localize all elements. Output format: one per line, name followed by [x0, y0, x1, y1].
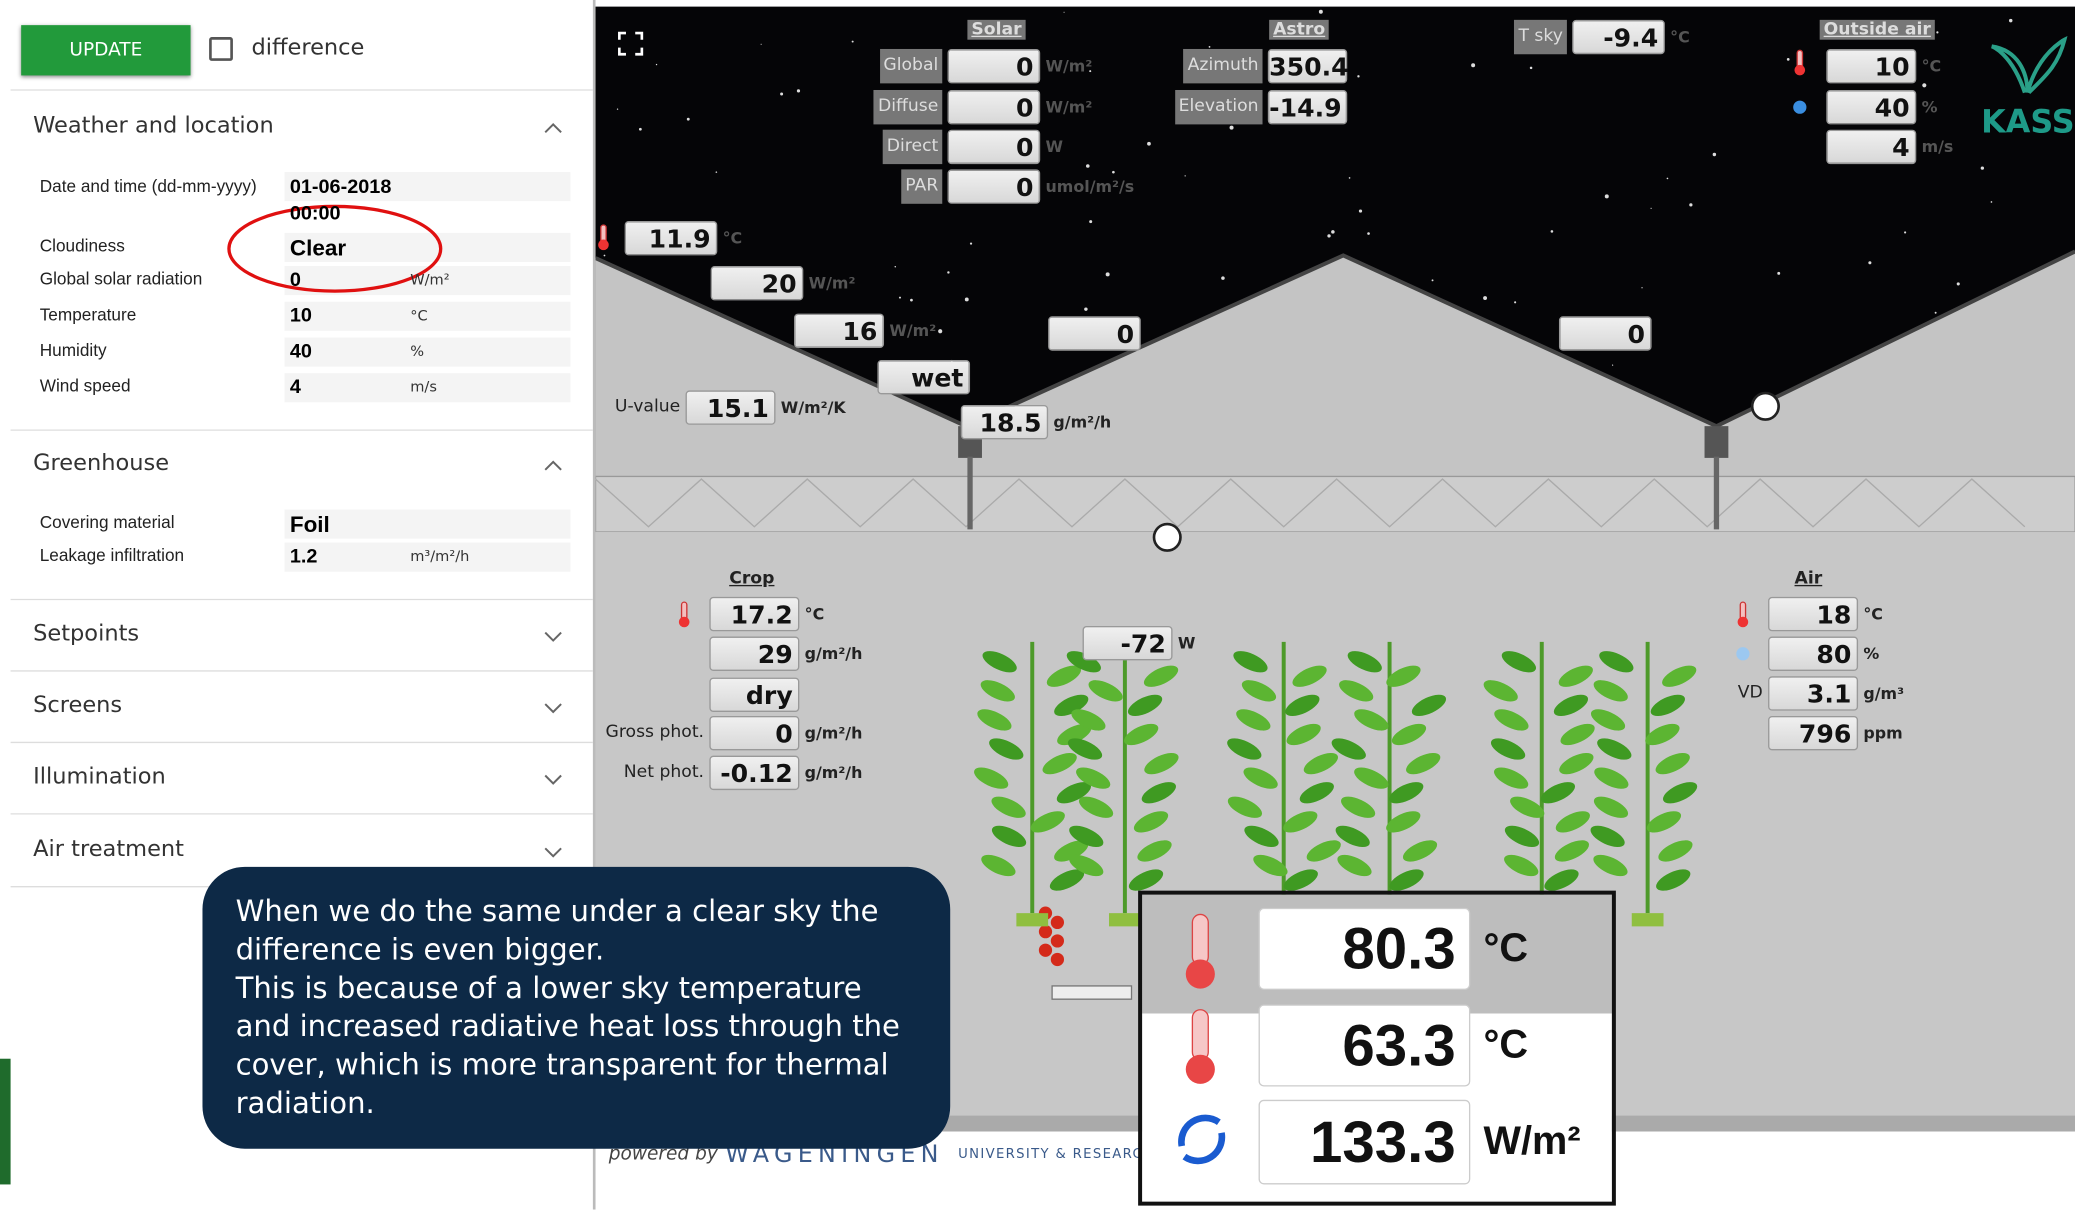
readout-value: 80	[1768, 637, 1858, 671]
readout-value: 18.5	[961, 405, 1048, 439]
readout-unit: g/m²/h	[805, 756, 863, 790]
readout-value: 16	[794, 314, 884, 348]
readout-value: 796	[1768, 716, 1858, 750]
panel-title: Crop	[729, 569, 774, 589]
readout-unit: W/m²	[889, 314, 936, 348]
readout-value: 11.9	[625, 221, 718, 255]
readout-value: 0	[1048, 316, 1141, 350]
readout-value: 0	[948, 130, 1041, 164]
callout: When we do the same under a clear sky th…	[202, 867, 950, 1149]
zoom-value: 63.3	[1259, 1004, 1471, 1086]
panel-title: Outside air	[1820, 20, 1935, 40]
callout-text: This is because of a lower sky temperatu…	[236, 970, 924, 1124]
readout-value: 3.1	[1768, 676, 1858, 710]
readout-unit: °C	[1863, 597, 1883, 631]
screen: UPDATEdifferenceWeather and locationDate…	[0, 0, 2075, 1210]
page: UPDATEdifferenceWeather and locationDate…	[0, 0, 2075, 1210]
readout-label: Diffuse	[874, 90, 942, 124]
readout-value: 40	[1826, 90, 1916, 124]
readout-unit: g/m³	[1863, 676, 1904, 710]
readout-value: -72	[1083, 626, 1173, 660]
readout-value: dry	[709, 678, 799, 712]
readout-unit: W/m²	[1045, 90, 1092, 124]
readout-unit: %	[1922, 90, 1938, 124]
readout-unit: ppm	[1863, 716, 1902, 750]
readout-label: T sky	[1514, 20, 1566, 54]
readout-unit: °C	[1670, 20, 1690, 54]
readout-value: 29	[709, 637, 799, 671]
exchange-icon	[1184, 1133, 1221, 1161]
readout-value: 0	[948, 49, 1041, 83]
readout-label: Net phot.	[624, 756, 704, 790]
zoom-value: 80.3	[1259, 908, 1471, 990]
readout-label: Azimuth	[1184, 49, 1263, 83]
readout-value: 15.1	[686, 390, 776, 424]
readout-label: VD	[1738, 676, 1763, 710]
thermometer-icon	[1192, 914, 1208, 964]
logo: KASSIM	[1981, 103, 2075, 140]
readout-unit: °C	[1922, 49, 1942, 83]
readout-value: -14.9	[1268, 90, 1347, 124]
readout-label: Elevation	[1175, 90, 1263, 124]
panel-title: Air	[1795, 569, 1823, 589]
readout-value: 0	[948, 169, 1041, 203]
zoom-unit: °C	[1484, 1004, 1529, 1086]
readout-unit: g/m²/h	[805, 637, 863, 671]
readout-value: 0	[948, 90, 1041, 124]
readout-value: 350.4	[1268, 49, 1347, 83]
readout-unit: W/m²	[1045, 49, 1092, 83]
readout-label: Global	[879, 49, 942, 83]
zoom-value: 133.3	[1259, 1100, 1471, 1185]
callout-text: When we do the same under a clear sky th…	[236, 893, 924, 970]
readout-value: 4	[1826, 130, 1916, 164]
panel-title: Astro	[1269, 20, 1329, 40]
thermometer-bulb	[1186, 1055, 1215, 1084]
readout-value: 10	[1826, 49, 1916, 83]
readout-value: -9.4	[1572, 20, 1665, 54]
zoom-unit: W/m²	[1484, 1100, 1581, 1185]
readout-label: Direct	[883, 130, 942, 164]
readout-label: U-value	[615, 390, 680, 424]
readout-unit: W/m²	[809, 266, 856, 300]
readout-unit: W	[1178, 626, 1196, 660]
readout-unit: %	[1863, 637, 1879, 671]
readout-value: wet	[877, 360, 970, 394]
panel-title: Solar	[967, 20, 1025, 40]
readout-unit: m/s	[1922, 130, 1954, 164]
exchange-icon	[1181, 1118, 1218, 1146]
readout-unit: g/m²/h	[805, 716, 863, 750]
readout-unit: W/m²/K	[781, 390, 846, 424]
readout-value: 17.2	[709, 597, 799, 631]
readout-unit: g/m²/h	[1053, 405, 1111, 439]
readout-unit: °C	[723, 221, 743, 255]
readout-label: PAR	[901, 169, 942, 203]
brand-suffix: UNIVERSITY & RESEARCH	[958, 1147, 1154, 1162]
readout-value: -0.12	[709, 756, 799, 790]
readout-unit: W	[1045, 130, 1063, 164]
readout-value: 18	[1768, 597, 1858, 631]
zoom-unit: °C	[1484, 908, 1529, 990]
readout-label: Gross phot.	[606, 716, 705, 750]
thermometer-icon	[1192, 1010, 1208, 1060]
readout-value: 20	[711, 266, 804, 300]
readout-unit: °C	[805, 597, 825, 631]
thermometer-bulb	[1186, 959, 1215, 988]
readout-value: 0	[709, 716, 799, 750]
readout-value: 0	[1559, 316, 1652, 350]
readout-unit: umol/m²/s	[1045, 169, 1134, 203]
